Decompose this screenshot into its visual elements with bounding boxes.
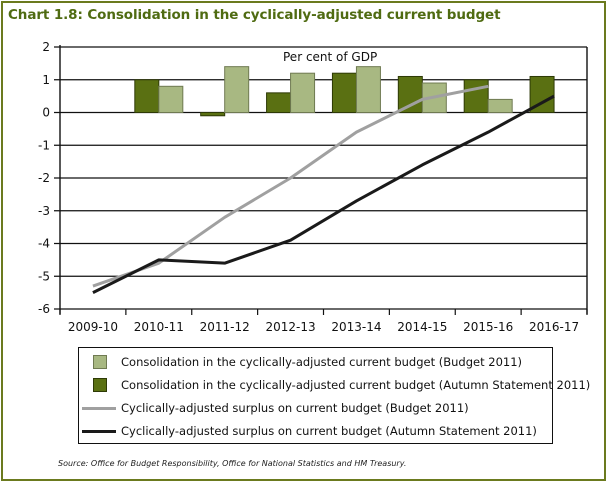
bars: [134, 66, 555, 117]
bar-autumn-statement-2011: [529, 75, 555, 113]
x-tick-label: 2012-13: [265, 320, 315, 334]
legend-label: Cyclically-adjusted surplus on current b…: [121, 401, 469, 415]
bar-budget-2011: [290, 72, 316, 113]
y-tick-label: -1: [38, 138, 50, 152]
units-annotation: Per cent of GDP: [283, 50, 377, 64]
x-tick-label: 2015-16: [463, 320, 513, 334]
axes: 2 1 0 -1 -2 -3 -4 -5 -6 2009-10 2010-11 2011-12 2012…: [38, 40, 588, 334]
gridlines: [54, 46, 587, 310]
y-tick-label: -3: [38, 204, 50, 218]
x-tick-label: 2013-14: [331, 320, 381, 334]
source-note: Source: Office for Budget Responsibility…: [58, 459, 407, 468]
legend-swatch-budget-line: [82, 406, 116, 410]
y-tick-label: 0: [42, 106, 50, 120]
x-tick-label: 2016-17: [529, 320, 579, 334]
legend: Consolidation in the cyclically-adjusted…: [78, 347, 590, 444]
y-tick-label: 2: [42, 40, 50, 54]
legend-label: Consolidation in the cyclically-adjusted…: [121, 378, 591, 392]
bar-budget-2011: [158, 85, 184, 114]
legend-label: Cyclically-adjusted surplus on current b…: [121, 424, 537, 438]
chart-plot: 2 1 0 -1 -2 -3 -4 -5 -6 2009-10 2010-11 2011-12 2012…: [38, 40, 588, 334]
x-tick-label: 2011-12: [200, 320, 250, 334]
lines: [92, 84, 555, 294]
bar-budget-2011: [487, 98, 513, 114]
bar-autumn-statement-2011: [200, 112, 226, 117]
legend-item-autumn-bar: Consolidation in the cyclically-adjusted…: [79, 375, 590, 395]
bar-autumn-statement-2011: [266, 92, 292, 113]
line-budget-2011: [92, 84, 489, 288]
x-tick-label: 2010-11: [134, 320, 184, 334]
y-tick-label: -2: [38, 171, 50, 185]
chart-title: Chart 1.8: Consolidation in the cyclical…: [8, 7, 501, 23]
legend-swatch-autumn-bar: [93, 378, 107, 392]
legend-swatch-autumn-line: [82, 429, 116, 433]
x-tick-label: 2009-10: [68, 320, 118, 334]
x-tick-label: 2014-15: [397, 320, 447, 334]
bar-budget-2011: [355, 66, 381, 113]
bar-autumn-statement-2011: [397, 75, 423, 113]
bar-budget-2011: [224, 66, 250, 113]
bar-autumn-statement-2011: [134, 79, 160, 113]
bar-autumn-statement-2011: [463, 79, 489, 113]
legend-item-budget-bar: Consolidation in the cyclically-adjusted…: [79, 352, 522, 372]
line-autumn-statement-2011: [92, 94, 555, 294]
y-tick-label: -5: [38, 269, 50, 283]
legend-swatch-budget-bar: [93, 355, 107, 369]
bar-autumn-statement-2011: [331, 72, 357, 113]
legend-label: Consolidation in the cyclically-adjusted…: [121, 355, 523, 369]
legend-item-autumn-line: Cyclically-adjusted surplus on current b…: [79, 421, 537, 441]
y-tick-label: 1: [42, 73, 50, 87]
y-tick-label: -6: [38, 302, 50, 316]
y-tick-label: -4: [38, 237, 50, 251]
legend-item-budget-line: Cyclically-adjusted surplus on current b…: [79, 398, 469, 418]
